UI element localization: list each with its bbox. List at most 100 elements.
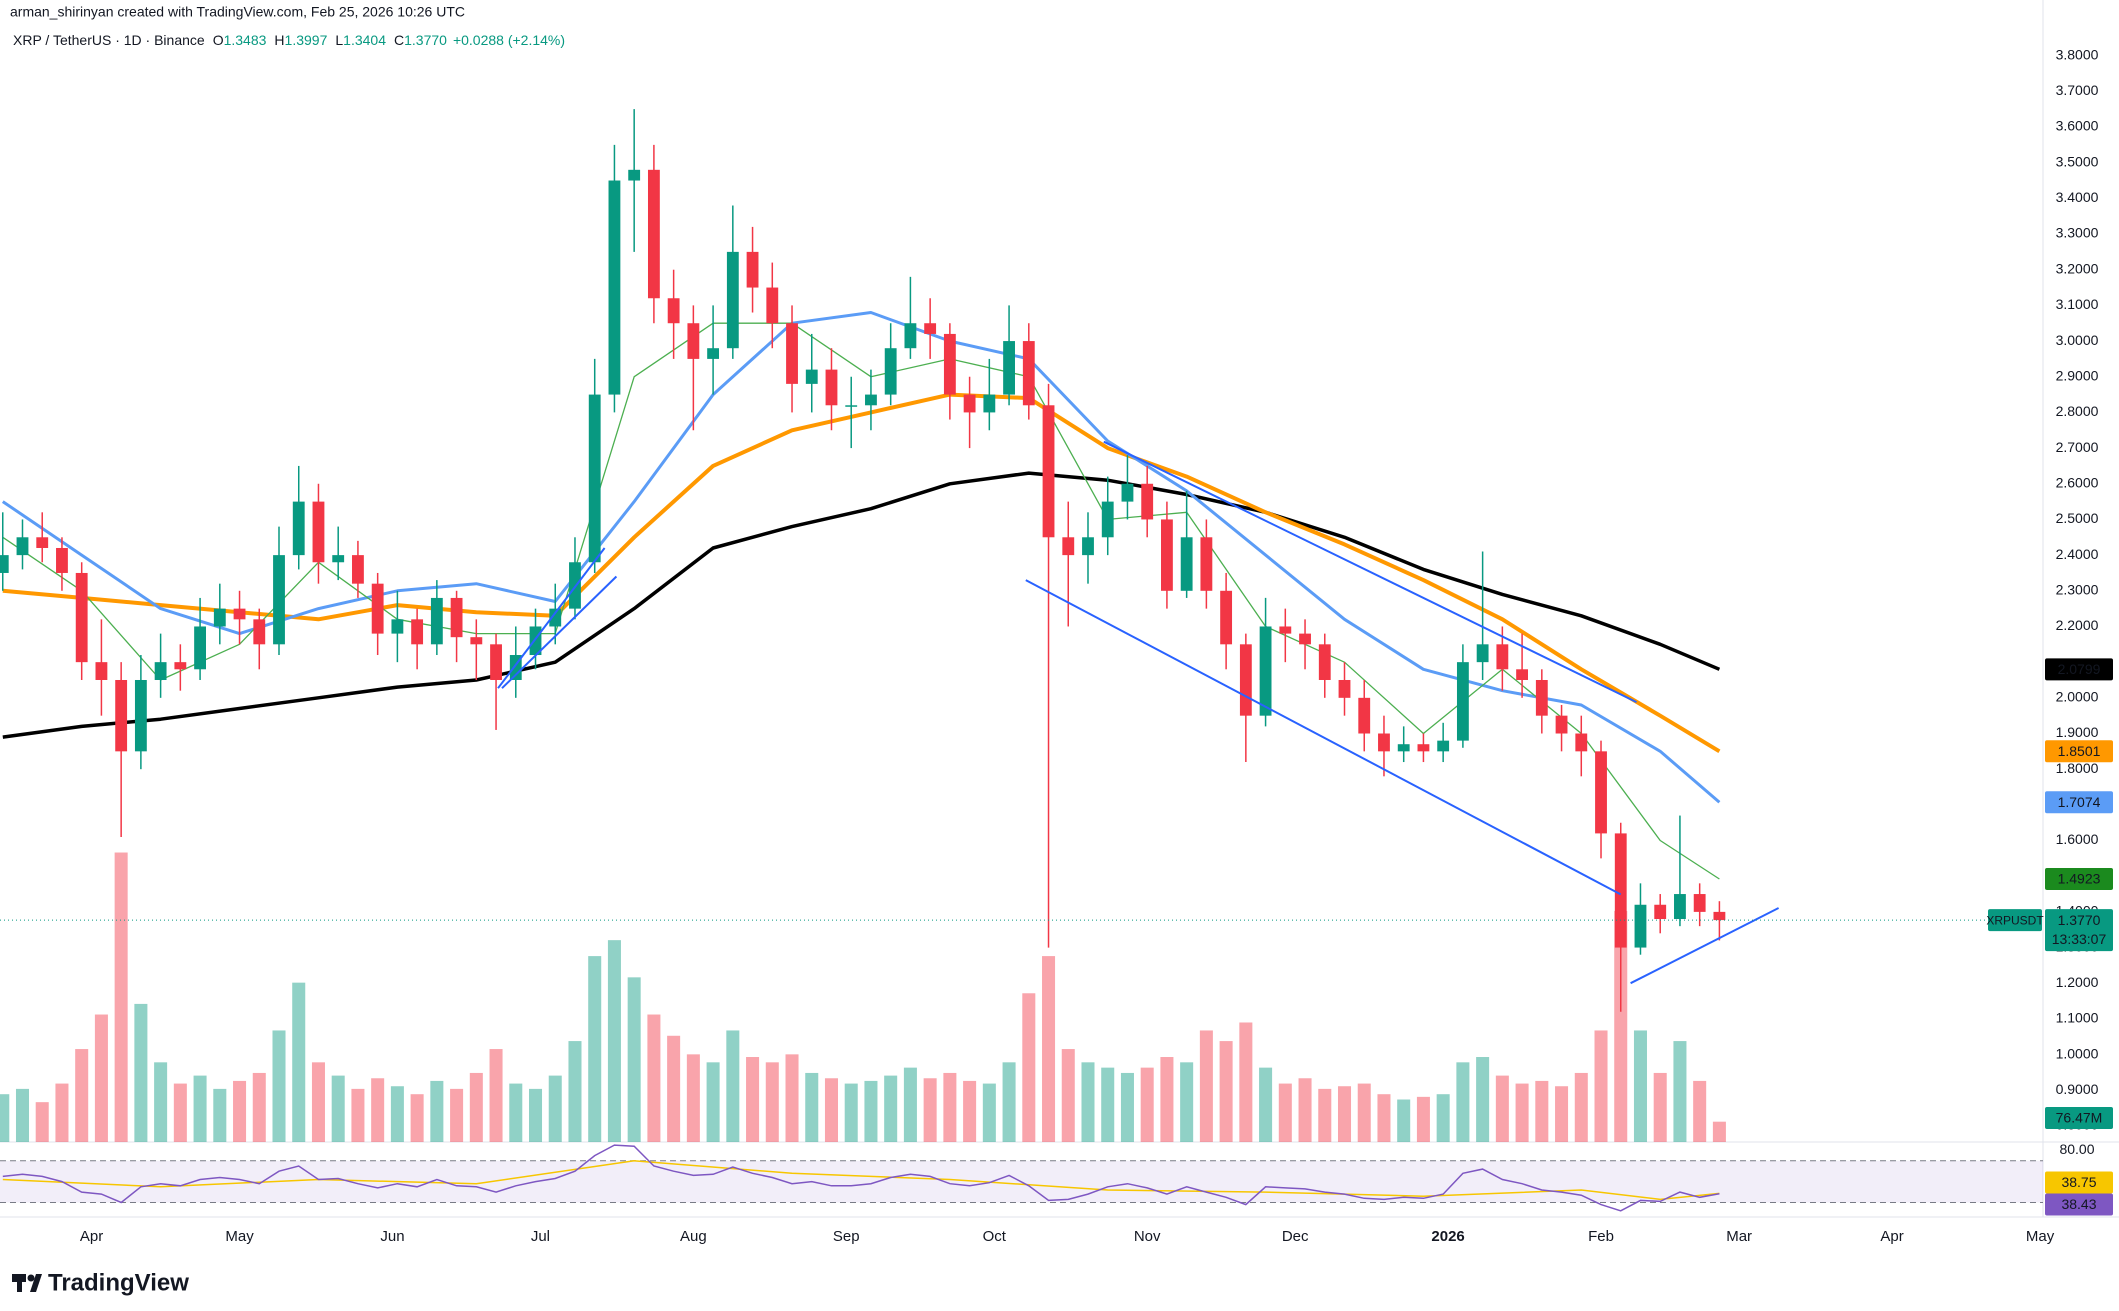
volume-bar <box>1259 1067 1273 1142</box>
candle-body <box>924 323 937 334</box>
trend-line <box>1103 440 1637 703</box>
logo-mark <box>27 1274 35 1282</box>
volume-bar <box>706 1062 720 1142</box>
volume-bar <box>1002 1062 1016 1142</box>
volume-bar <box>1199 1030 1213 1142</box>
volume-bar <box>1219 1041 1233 1142</box>
ohlc-value: 1.3997 <box>285 32 328 48</box>
x-tick-label: Apr <box>80 1228 103 1245</box>
rsi-badge-bg <box>2045 1193 2113 1216</box>
ma-badge-bg <box>2045 658 2113 681</box>
candle-body <box>1654 904 1667 920</box>
volume-bar <box>982 1083 996 1142</box>
volume-bar <box>94 1014 108 1142</box>
ma-badge-bg <box>2045 791 2113 814</box>
volume-bar <box>607 940 621 1142</box>
candle-body <box>75 572 88 663</box>
volume-badge: 76.47M <box>2056 1110 2103 1126</box>
candle-body <box>115 679 128 752</box>
ohlc-key: H <box>274 32 284 48</box>
volume-bar <box>233 1080 247 1142</box>
volume-bar <box>1535 1080 1549 1142</box>
volume-bar <box>1693 1080 1707 1142</box>
volume-bar <box>1614 910 1628 1142</box>
candle-body <box>509 655 522 680</box>
candle-body <box>1220 590 1233 645</box>
rsi-tick-label: 80.00 <box>2059 1141 2094 1157</box>
volume-bar <box>252 1072 266 1142</box>
candle-body <box>529 626 542 656</box>
y-tick-label: 2.6000 <box>2056 474 2099 490</box>
candle-body <box>628 169 641 181</box>
volume-bar <box>1160 1057 1174 1142</box>
candle-body <box>312 501 325 563</box>
y-tick-label: 3.3000 <box>2056 225 2099 241</box>
volume-bar <box>1042 956 1056 1142</box>
volume-bar <box>0 1094 10 1142</box>
volume-bar <box>864 1080 878 1142</box>
y-tick-label: 2.9000 <box>2056 367 2099 383</box>
candle-body <box>667 298 680 324</box>
price-change: +0.0288 (+2.14%) <box>453 32 565 48</box>
candle-body <box>904 323 917 349</box>
y-tick-label: 3.0000 <box>2056 332 2099 348</box>
volume-bar <box>1337 1086 1352 1142</box>
candle-body <box>766 287 779 324</box>
candle-body <box>786 323 798 384</box>
y-tick-label: 3.1000 <box>2056 296 2099 312</box>
volume-bar <box>844 1083 858 1142</box>
symbol-badge: XRPUSDT <box>1986 913 2044 927</box>
candle-body <box>292 501 305 556</box>
y-tick-label: 1.9000 <box>2056 724 2099 740</box>
volume-bar <box>1318 1088 1332 1142</box>
ohlc-key: C <box>394 32 404 48</box>
candle-body <box>884 348 897 395</box>
candle-body <box>1358 697 1371 734</box>
candle-body <box>1634 904 1647 948</box>
volume-bar <box>1673 1041 1687 1142</box>
volume-bar <box>1574 1072 1588 1142</box>
candle-body <box>1062 537 1075 556</box>
candle-body <box>1535 679 1548 716</box>
candle-body <box>470 637 483 645</box>
rsi-ma-badge-bg <box>2045 1171 2113 1194</box>
volume-bar <box>746 1057 760 1142</box>
ohlc-value: 1.3770 <box>404 32 447 48</box>
volume-bar <box>667 1035 681 1142</box>
volume-bar <box>765 1062 779 1142</box>
symbol: XRP / TetherUS · 1D · Binance <box>13 32 205 48</box>
candle-body <box>1417 744 1430 752</box>
volume-bar <box>627 977 641 1142</box>
ohlc-key: O <box>213 32 224 48</box>
volume-bar <box>75 1049 89 1142</box>
volume-bar <box>55 1083 69 1142</box>
symbol-line: XRP / TetherUS · 1D · Binance O1.3483 H1.3… <box>13 32 565 48</box>
candle-body <box>391 619 404 634</box>
volume-bar <box>1495 1075 1509 1142</box>
candle-body <box>352 555 364 584</box>
candle-body <box>1161 519 1173 591</box>
candle-body <box>0 555 9 573</box>
y-tick-label: 2.3000 <box>2056 582 2099 598</box>
price-badge-bg <box>2045 909 2113 952</box>
candle-body <box>1397 744 1410 752</box>
volume-bar <box>1594 1030 1608 1142</box>
candle-body <box>1042 405 1055 538</box>
ma-badge: 1.4923 <box>2058 871 2101 887</box>
candle-body <box>1239 644 1252 716</box>
volume-bar <box>903 1067 917 1142</box>
volume-bar <box>410 1094 424 1142</box>
logo <box>12 1274 42 1292</box>
volume-bar <box>805 1072 819 1142</box>
volume-bar <box>529 1088 543 1142</box>
volume-bar <box>963 1080 977 1142</box>
x-tick-label: Oct <box>983 1228 1007 1245</box>
trend-line <box>1630 907 1780 985</box>
y-tick-label: 3.6000 <box>2056 118 2099 134</box>
candle-body <box>95 662 108 680</box>
volume-bar <box>824 1078 838 1142</box>
volume-bar <box>1436 1094 1450 1142</box>
volume-bar <box>647 1014 661 1142</box>
candle-body <box>56 547 68 573</box>
